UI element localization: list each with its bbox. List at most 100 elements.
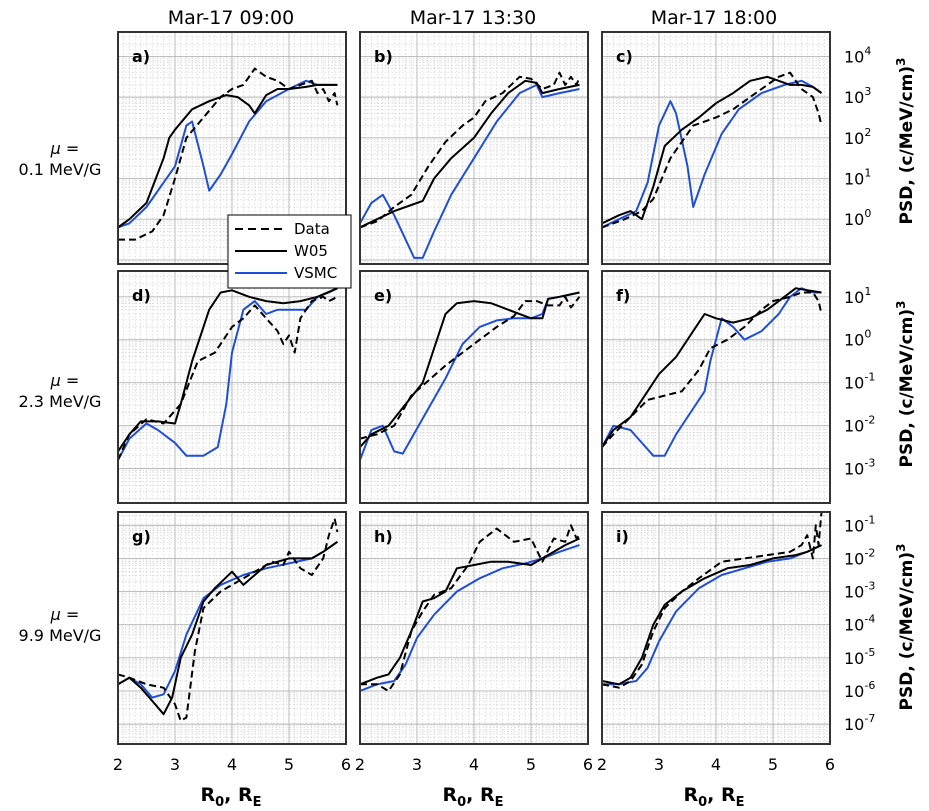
y-axis-label-row-1-text: PSD, (c/MeV/cm) bbox=[897, 66, 917, 225]
panel-h: h) bbox=[359, 511, 589, 745]
panel-label-i: i) bbox=[616, 527, 629, 546]
series-line-w05-d bbox=[118, 287, 338, 452]
series-line-w05-i bbox=[602, 544, 822, 686]
panel-a-series bbox=[118, 67, 339, 241]
x-tick-label: 6 bbox=[583, 755, 593, 774]
series-line-data-f bbox=[602, 291, 823, 448]
row-label-3-mu: μ = bbox=[50, 605, 80, 624]
x-tick-label: 3 bbox=[170, 755, 180, 774]
y-tick-label: 10-3 bbox=[844, 580, 875, 602]
x-tick-label: 3 bbox=[654, 755, 664, 774]
x-tick-label: 2 bbox=[113, 755, 123, 774]
panel-d: d) bbox=[117, 270, 347, 504]
panel-i-frame bbox=[601, 511, 831, 745]
legend-label-data: Data bbox=[294, 220, 330, 238]
series-line-w05-b bbox=[360, 79, 580, 229]
y-axis-label-row-3-sup: 3 bbox=[894, 544, 908, 552]
x-axis-label-col-3: R0, RE bbox=[683, 784, 744, 810]
panel-label-d: d) bbox=[132, 286, 151, 305]
y-tick-base: 10 bbox=[844, 374, 864, 393]
y-tick-label: 10-7 bbox=[844, 712, 875, 734]
x-axis-label-col-2-tail: , R bbox=[466, 784, 495, 806]
x-axis-label-col-3-sub2: E bbox=[736, 795, 745, 810]
x-tick-label: 5 bbox=[768, 755, 778, 774]
legend-label-w05: W05 bbox=[294, 242, 328, 260]
panel-h-frame bbox=[359, 511, 589, 745]
y-tick-label: 10-3 bbox=[844, 457, 875, 479]
x-axis-label-col-1: R0, RE bbox=[200, 784, 261, 810]
y-axis-label-row-1: PSD, (c/MeV/cm)3 bbox=[894, 58, 917, 225]
y-tick-exponent: -1 bbox=[864, 513, 875, 526]
series-line-vsmc-f bbox=[602, 287, 822, 457]
y-tick-base: 10 bbox=[844, 649, 864, 668]
panel-h-series bbox=[360, 524, 581, 692]
y-axis-label-row-1-sup: 3 bbox=[894, 58, 908, 66]
row-label-2-mu: μ = bbox=[50, 371, 80, 390]
panels-group: a) b) c) d) e) f) g) h) i) bbox=[117, 31, 831, 745]
panel-c: c) bbox=[601, 31, 831, 265]
x-axis-label-col-2-sub: 0 bbox=[457, 795, 466, 810]
panel-label-b: b) bbox=[374, 47, 393, 66]
y-tick-label: 10-2 bbox=[844, 546, 875, 568]
y-tick-exponent: -5 bbox=[864, 646, 875, 659]
row-label-2-value: 2.3 MeV/G bbox=[19, 392, 102, 411]
y-tick-label: 101 bbox=[844, 285, 871, 307]
series-line-vsmc-i bbox=[602, 544, 822, 686]
y-axis-label-row-3-text: PSD, (c/MeV/cm) bbox=[897, 552, 917, 711]
panel-g-series bbox=[118, 517, 339, 722]
y-axis-label-row-2-text: PSD, (c/MeV/cm) bbox=[897, 309, 917, 468]
series-line-data-e bbox=[360, 295, 581, 440]
column-title-2: Mar-17 13:30 bbox=[410, 7, 536, 29]
panel-b: b) bbox=[359, 31, 589, 265]
x-tick-label: 6 bbox=[341, 755, 351, 774]
y-tick-exponent: 3 bbox=[864, 85, 871, 98]
x-tick-label: 5 bbox=[284, 755, 294, 774]
y-tick-base: 10 bbox=[844, 516, 864, 535]
panel-c-series bbox=[602, 71, 823, 229]
x-axis-label-col-1-sub2: E bbox=[253, 795, 262, 810]
panel-b-grid bbox=[360, 32, 588, 264]
x-tick-label: 3 bbox=[412, 755, 422, 774]
y-tick-label: 104 bbox=[844, 44, 871, 66]
x-axis-label-col-1-main: R bbox=[200, 784, 215, 806]
y-tick-base: 10 bbox=[844, 88, 864, 107]
panel-c-frame bbox=[601, 31, 831, 265]
y-tick-base: 10 bbox=[844, 170, 864, 189]
series-line-w05-a bbox=[118, 83, 338, 229]
y-ticks-group: 10010110210310410-310-210-110010110-710-… bbox=[844, 44, 875, 734]
x-axis-label-col-1-sub: 0 bbox=[215, 795, 224, 810]
y-tick-label: 100 bbox=[844, 207, 871, 229]
y-tick-base: 10 bbox=[844, 210, 864, 229]
panel-b-series bbox=[360, 71, 581, 259]
series-line-data-h bbox=[360, 524, 581, 692]
x-axis-label-col-2-sub2: E bbox=[495, 795, 504, 810]
x-axis-label-col-3-tail: , R bbox=[707, 784, 736, 806]
x-axis-label-col-1-tail: , R bbox=[224, 784, 253, 806]
y-tick-base: 10 bbox=[844, 715, 864, 734]
y-tick-exponent: -2 bbox=[864, 414, 875, 427]
y-tick-exponent: 1 bbox=[864, 167, 871, 180]
legend: Data W05 VSMC bbox=[227, 214, 352, 289]
panel-i: i) bbox=[601, 511, 831, 745]
y-axis-label-row-2-sup: 3 bbox=[894, 301, 908, 309]
y-tick-base: 10 bbox=[844, 288, 864, 307]
x-tick-label: 2 bbox=[597, 755, 607, 774]
y-tick-base: 10 bbox=[844, 682, 864, 701]
y-tick-exponent: -3 bbox=[864, 457, 875, 470]
series-line-data-a bbox=[118, 67, 339, 241]
x-tick-label: 4 bbox=[711, 755, 721, 774]
x-tick-label: 4 bbox=[469, 755, 479, 774]
series-line-data-b bbox=[360, 71, 581, 229]
column-title-1: Mar-17 09:00 bbox=[168, 7, 294, 29]
series-line-data-i bbox=[602, 512, 823, 689]
y-tick-label: 10-5 bbox=[844, 646, 875, 668]
panel-g-grid bbox=[118, 512, 346, 744]
panel-f-frame bbox=[601, 270, 831, 504]
panel-label-f: f) bbox=[616, 286, 630, 305]
panel-i-series bbox=[602, 512, 823, 689]
panel-e-grid bbox=[360, 271, 588, 503]
x-tick-label: 2 bbox=[355, 755, 365, 774]
y-tick-exponent: -1 bbox=[864, 371, 875, 384]
y-tick-label: 10-4 bbox=[844, 613, 875, 635]
